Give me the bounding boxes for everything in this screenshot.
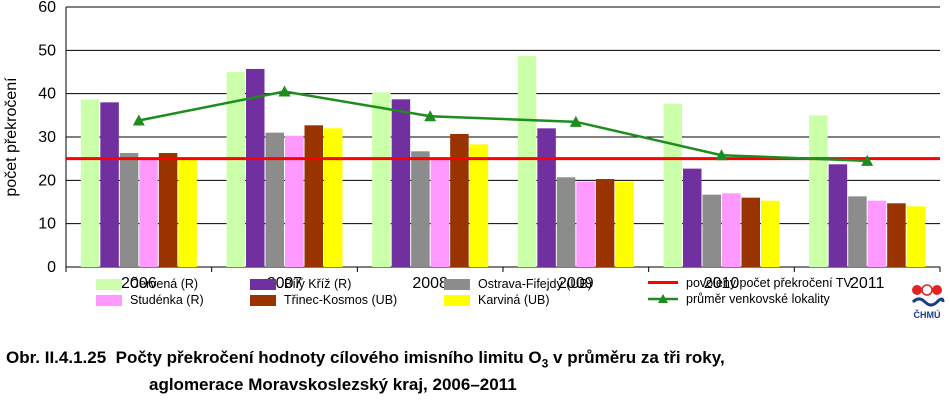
- bar: [537, 128, 556, 267]
- bar: [906, 206, 926, 267]
- bar: [469, 144, 489, 267]
- rural-average-line: [138, 90, 868, 163]
- caption-subscript: 3: [541, 356, 549, 371]
- bar: [809, 115, 828, 267]
- bar: [683, 168, 702, 267]
- caption-text-a: Počty překročení hodnoty cílového imisní…: [115, 348, 542, 367]
- x-tick-label: 2008: [412, 275, 448, 292]
- bar: [663, 103, 682, 267]
- rural-average-point: [861, 154, 874, 166]
- chmu-logo: ČHMÚ: [909, 282, 945, 322]
- bar: [324, 128, 343, 267]
- bar: [517, 55, 537, 267]
- caption-line-2: aglomerace Moravskoslezský kraj, 2006–20…: [149, 375, 517, 395]
- bar: [178, 157, 197, 267]
- bar: [867, 200, 887, 267]
- y-tick-label: 10: [38, 216, 56, 233]
- x-tick-label: 2006: [121, 275, 157, 292]
- bar: [226, 72, 245, 267]
- x-tick-label: 2009: [558, 275, 594, 292]
- bar: [722, 193, 741, 267]
- bar: [246, 68, 265, 267]
- bar: [595, 179, 615, 267]
- bar: [615, 181, 634, 267]
- bar-chart: 0 10 20 30 40 50 60 počet překročení 2006 2007 200…: [3, 0, 941, 292]
- bar: [158, 153, 178, 267]
- bar: [828, 164, 848, 267]
- bar: [265, 132, 284, 267]
- bar: [702, 194, 721, 267]
- y-tick-label: 30: [38, 129, 56, 146]
- bar: [887, 203, 906, 267]
- bar: [848, 196, 867, 267]
- caption-prefix: Obr. II.4.1.25: [6, 348, 107, 367]
- bar: [450, 133, 469, 267]
- y-axis-label: počet překročení: [3, 77, 20, 197]
- bar: [391, 99, 411, 267]
- x-tick-label: 2010: [704, 275, 740, 292]
- x-tick-label: 2007: [267, 275, 303, 292]
- rural-average-point: [715, 149, 728, 161]
- bar: [430, 157, 450, 267]
- bar: [100, 102, 119, 267]
- y-tick-label: 60: [38, 0, 56, 16]
- bar: [139, 158, 158, 267]
- y-tick-label: 40: [38, 86, 56, 103]
- bar: [411, 151, 430, 267]
- rural-average-point: [569, 115, 582, 127]
- bar: [119, 153, 139, 267]
- logo-text: ČHMÚ: [913, 310, 941, 320]
- bar: [304, 125, 323, 267]
- bar: [285, 135, 304, 267]
- bar: [741, 197, 760, 267]
- x-tick-label: 2011: [850, 275, 885, 292]
- y-tick-label: 50: [38, 42, 56, 59]
- bar: [372, 92, 391, 267]
- bar: [556, 177, 576, 267]
- bar: [761, 200, 780, 267]
- rural-average-point: [278, 85, 291, 97]
- chmu-logo-icon: [911, 284, 945, 307]
- figure-caption: Obr. II.4.1.25 Počty překročení hodnoty …: [6, 347, 946, 396]
- bar: [576, 181, 595, 267]
- y-tick-label: 20: [38, 172, 56, 189]
- caption-line-1: Obr. II.4.1.25 Počty překročení hodnoty …: [6, 347, 946, 374]
- caption-text-b: v průměru za tři roky,: [548, 348, 725, 367]
- bar: [80, 99, 100, 267]
- y-tick-label: 0: [47, 259, 56, 276]
- rural-average-point: [132, 114, 145, 126]
- rural-average-point: [424, 110, 437, 122]
